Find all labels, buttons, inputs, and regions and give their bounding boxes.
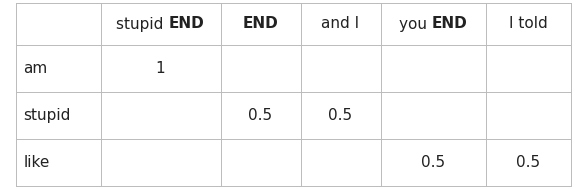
Text: END: END	[169, 16, 205, 32]
Text: like: like	[23, 155, 50, 170]
Text: am: am	[23, 61, 47, 76]
Text: 0.5: 0.5	[516, 155, 540, 170]
Text: 1: 1	[156, 61, 165, 76]
Text: END: END	[431, 16, 467, 32]
Text: 0.5: 0.5	[328, 108, 353, 123]
Text: and I: and I	[322, 16, 360, 32]
Text: 0.5: 0.5	[421, 155, 445, 170]
Text: END: END	[243, 16, 278, 32]
Text: you: you	[398, 16, 431, 32]
Text: stupid: stupid	[117, 16, 169, 32]
Text: I told: I told	[509, 16, 547, 32]
Text: stupid: stupid	[23, 108, 71, 123]
Text: 0.5: 0.5	[248, 108, 272, 123]
